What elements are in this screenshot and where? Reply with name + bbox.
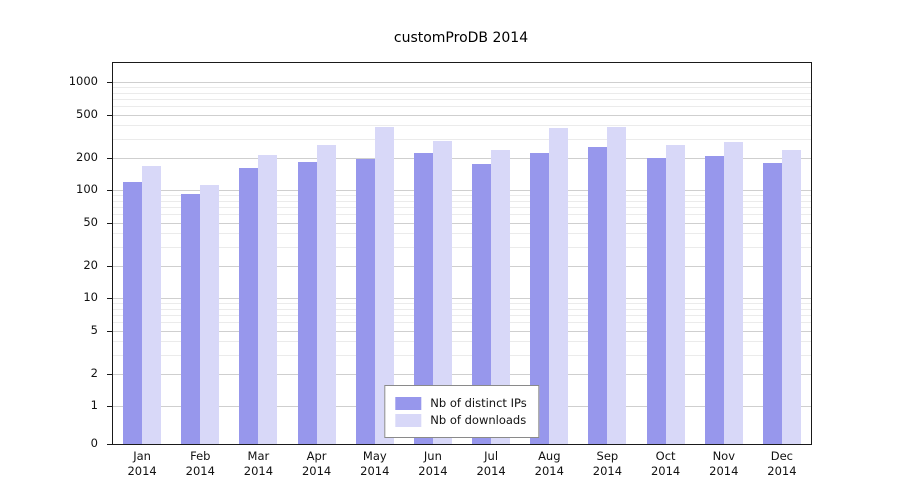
bar-distinct-ips	[181, 193, 201, 444]
gridline	[113, 330, 811, 332]
gridline	[113, 233, 811, 235]
gridline	[113, 138, 811, 140]
bar-downloads	[665, 144, 685, 444]
y-tick-label: 5	[90, 322, 98, 337]
y-tick-mark	[107, 157, 112, 159]
bar-distinct-ips	[704, 155, 724, 444]
gridline	[113, 341, 811, 343]
y-tick-mark	[107, 114, 112, 116]
x-tick-label: Apr 2014	[301, 449, 332, 478]
gridline	[113, 207, 811, 209]
bar-downloads	[549, 128, 569, 444]
x-axis-labels: Jan 2014 Feb 2014 Mar 2014 Apr 2014 May 2014 Jun 20…	[113, 449, 811, 489]
x-tick-label: Feb 2014	[185, 449, 215, 478]
gridline	[113, 125, 811, 127]
legend-item-downloads: Nb of downloads	[395, 413, 526, 427]
gridline	[113, 298, 811, 300]
x-tick-label: Jun 2014	[418, 449, 448, 478]
gridline	[113, 195, 811, 197]
gridline	[113, 265, 811, 267]
plot-area: Nb of distinct IPs Nb of downloads	[112, 62, 812, 445]
bar-distinct-ips	[297, 161, 317, 444]
bar-distinct-ips	[355, 159, 375, 444]
legend: Nb of distinct IPs Nb of downloads	[384, 385, 540, 438]
chart-title: customProDB 2014	[393, 30, 529, 46]
y-tick-label: 1000	[68, 74, 98, 89]
bar-distinct-ips	[646, 157, 666, 444]
y-tick-label: 20	[83, 257, 98, 272]
gridline	[113, 190, 811, 192]
gridline	[113, 214, 811, 216]
legend-label-distinct-ips: Nb of distinct IPs	[430, 396, 527, 410]
y-tick-label: 1	[90, 398, 98, 413]
x-tick-label: Aug 2014	[534, 449, 564, 478]
gridline	[113, 82, 811, 84]
gridline	[113, 308, 811, 310]
y-tick-mark	[107, 330, 112, 332]
y-tick-label: 100	[76, 182, 98, 197]
y-tick-mark	[107, 373, 112, 375]
x-tick-label: Jul 2014	[476, 449, 506, 478]
bar-distinct-ips	[762, 162, 782, 444]
y-tick-mark	[107, 82, 112, 84]
gridline	[113, 157, 811, 159]
bar-downloads	[781, 150, 801, 444]
bar-downloads	[607, 126, 627, 444]
gridline	[113, 303, 811, 305]
gridline	[113, 354, 811, 356]
y-tick-label: 50	[83, 214, 98, 229]
gridline	[113, 200, 811, 202]
gridline	[113, 87, 811, 89]
y-axis: 0 1 2 5 10 20 50 100 200 500 1000	[0, 63, 112, 450]
bar-downloads	[491, 150, 511, 444]
bar-distinct-ips	[123, 181, 143, 444]
y-tick-mark	[107, 265, 112, 267]
x-tick-label: May 2014	[360, 449, 390, 478]
legend-label-downloads: Nb of downloads	[430, 413, 527, 427]
bar-distinct-ips	[413, 153, 433, 444]
gridline	[113, 99, 811, 101]
bar-downloads	[374, 126, 394, 444]
y-tick-label: 2	[90, 365, 98, 380]
y-tick-label: 0	[90, 436, 98, 450]
gridline	[113, 322, 811, 324]
legend-swatch-downloads	[395, 413, 422, 427]
y-tick-mark	[107, 298, 112, 300]
bar-downloads	[200, 184, 220, 444]
x-tick-label: Nov 2014	[709, 449, 739, 478]
legend-swatch-distinct-ips	[395, 396, 422, 410]
bar-distinct-ips	[588, 146, 608, 444]
legend-item-distinct-ips: Nb of distinct IPs	[395, 396, 527, 410]
x-tick-label: Jan 2014	[127, 449, 157, 478]
bars	[113, 63, 811, 444]
y-tick-mark	[107, 406, 112, 408]
bar-distinct-ips	[530, 153, 550, 444]
y-tick-label: 500	[76, 106, 98, 121]
bar-distinct-ips	[472, 164, 492, 444]
x-tick-label: Mar 2014	[243, 449, 274, 478]
bar-downloads	[432, 140, 452, 444]
gridline	[113, 315, 811, 316]
gridline	[113, 222, 811, 224]
gridline	[113, 246, 811, 248]
y-tick-mark	[107, 190, 112, 192]
gridline	[113, 106, 811, 108]
gridline	[113, 92, 811, 94]
y-tick-label: 10	[83, 290, 98, 305]
gridline	[113, 373, 811, 375]
x-tick-label: Dec 2014	[767, 449, 797, 478]
bar-downloads	[258, 154, 278, 444]
bar-downloads	[723, 142, 743, 444]
bar-downloads	[142, 165, 162, 444]
x-tick-label: Sep 2014	[592, 449, 623, 478]
y-tick-label: 200	[76, 149, 98, 164]
gridline	[113, 114, 811, 116]
y-tick-mark	[107, 444, 112, 445]
x-tick-label: Oct 2014	[650, 449, 681, 478]
y-tick-mark	[107, 222, 112, 224]
bar-distinct-ips	[239, 168, 259, 444]
bar-downloads	[316, 144, 336, 444]
